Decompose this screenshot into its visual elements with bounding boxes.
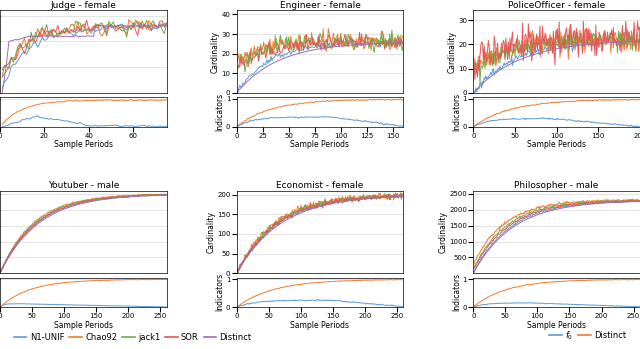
Y-axis label: Cardinality: Cardinality (207, 211, 216, 253)
Y-axis label: Indicators: Indicators (452, 273, 461, 311)
Y-axis label: Indicators: Indicators (216, 273, 225, 311)
Title: Economist - female: Economist - female (276, 181, 364, 190)
X-axis label: Sample Periods: Sample Periods (54, 140, 113, 149)
Title: Engineer - female: Engineer - female (280, 1, 360, 10)
X-axis label: Sample Periods: Sample Periods (291, 140, 349, 149)
Legend: N1-UNIF, Chao92, jack1, SOR, Distinct: N1-UNIF, Chao92, jack1, SOR, Distinct (11, 329, 255, 345)
Title: PoliceOfficer - female: PoliceOfficer - female (508, 1, 605, 10)
X-axis label: Sample Periods: Sample Periods (291, 321, 349, 330)
Title: Philosopher - male: Philosopher - male (515, 181, 599, 190)
Y-axis label: Cardinality: Cardinality (438, 211, 448, 253)
Title: Judge - female: Judge - female (51, 1, 116, 10)
Y-axis label: Cardinality: Cardinality (448, 31, 457, 73)
Title: Youtuber - male: Youtuber - male (47, 181, 119, 190)
Y-axis label: Indicators: Indicators (216, 93, 225, 131)
X-axis label: Sample Periods: Sample Periods (54, 321, 113, 330)
X-axis label: Sample Periods: Sample Periods (527, 321, 586, 330)
X-axis label: Sample Periods: Sample Periods (527, 140, 586, 149)
Y-axis label: Indicators: Indicators (452, 93, 461, 131)
Legend: $f_0$, Distinct: $f_0$, Distinct (546, 326, 629, 345)
Y-axis label: Cardinality: Cardinality (211, 31, 220, 73)
